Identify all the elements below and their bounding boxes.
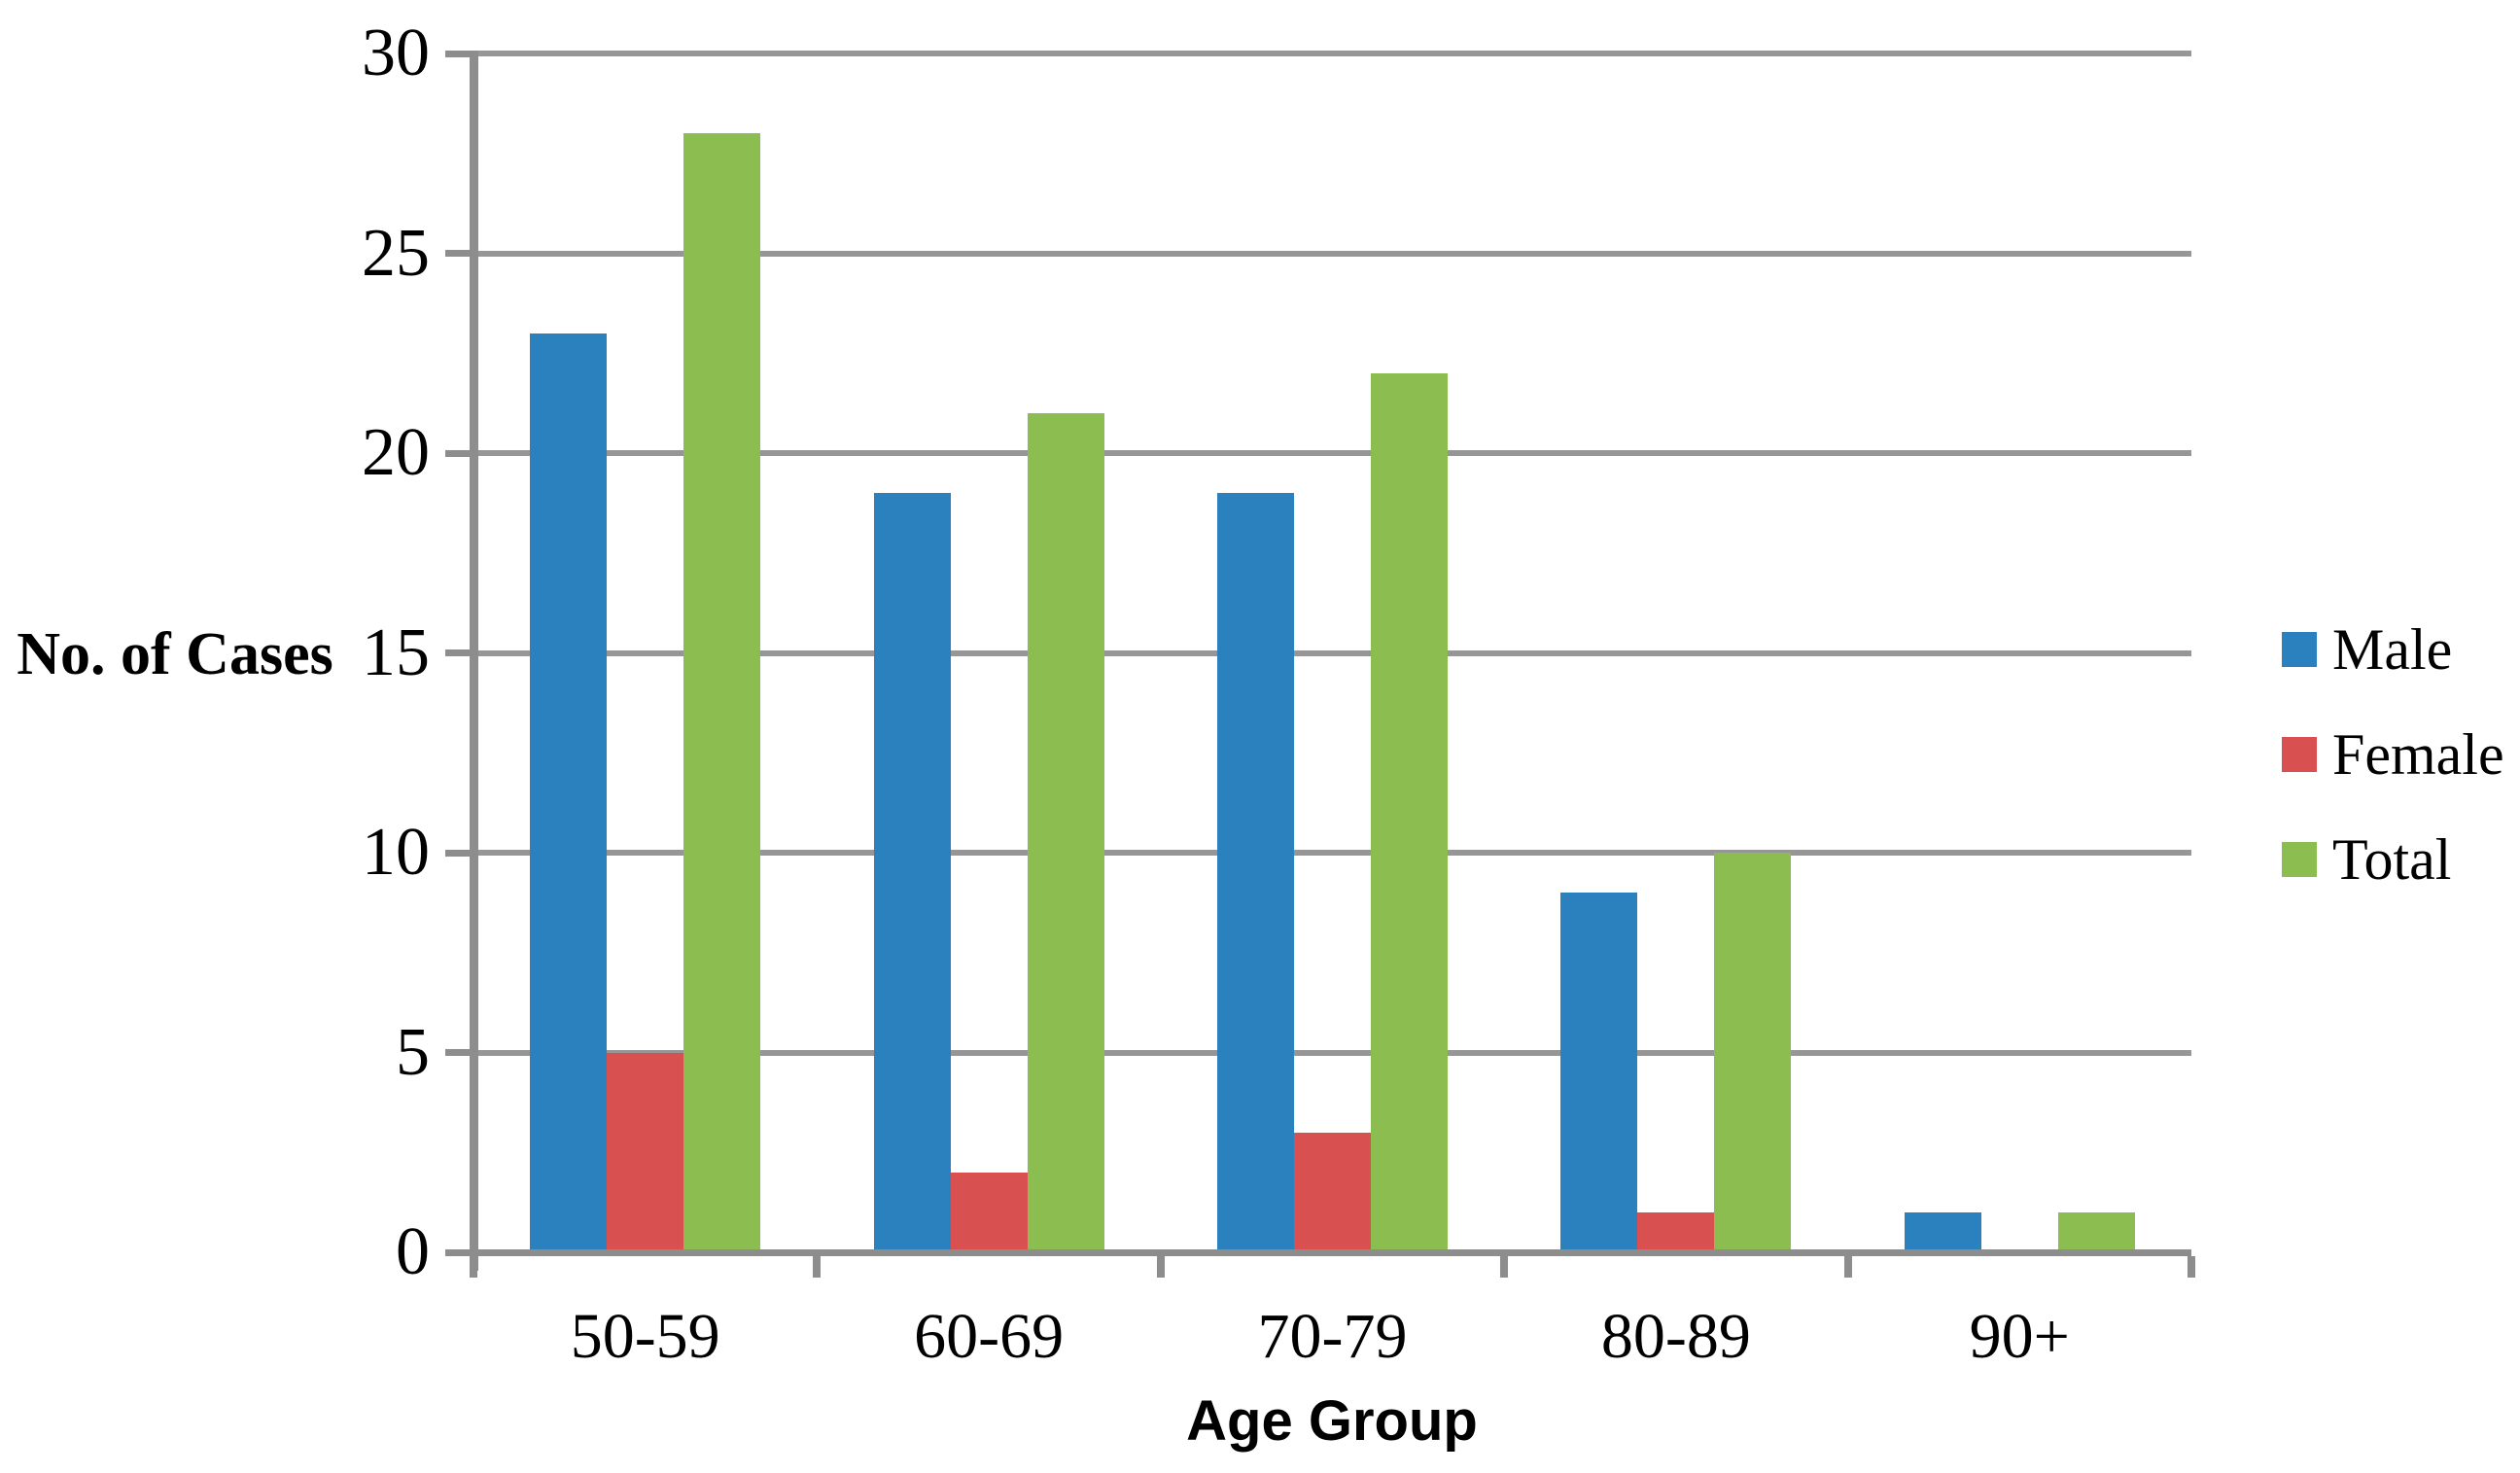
x-tick-1 [813,1255,822,1278]
legend-item-male: Male [2265,618,2520,681]
y-tick-label-25: 25 [362,215,430,291]
bar-female-60-69 [950,1172,1028,1252]
bar-male-50-59 [530,333,608,1252]
y-axis-title: No. of Cases [17,621,333,687]
x-axis-line [470,1248,2191,1256]
bar-female-70-79 [1294,1132,1371,1252]
y-tick-label-10: 10 [362,815,430,890]
y-tick-label-15: 15 [362,614,430,690]
legend-label-total: Total [2332,827,2452,892]
gridline-15 [473,649,2191,656]
bar-male-80-89 [1560,893,1638,1252]
y-tick-0 [445,1248,473,1256]
x-tick-3 [1500,1255,1509,1278]
y-tick-30 [445,50,473,57]
legend-label-female: Female [2332,722,2504,787]
y-axis-line [470,51,478,1271]
y-tick-label-30: 30 [362,16,430,90]
x-tick-label-90+: 90+ [1969,1301,2070,1372]
bar-total-70-79 [1371,372,1448,1252]
bar-female-80-89 [1637,1211,1715,1252]
x-tick-2 [1156,1255,1165,1278]
gridline-5 [473,1049,2191,1056]
legend-swatch-total [2282,842,2317,877]
bar-female-50-59 [607,1052,684,1252]
gridline-30 [473,51,2191,56]
x-tick-5 [2188,1255,2195,1278]
x-tick-0 [470,1255,477,1278]
gridline-20 [473,450,2191,456]
legend-label-male: Male [2332,617,2453,682]
bar-male-90+ [1904,1211,1981,1252]
bar-total-80-89 [1714,853,1792,1252]
legend: Male Female Total [2265,0,2520,1473]
x-tick-label-60-69: 60-69 [914,1301,1065,1372]
x-axis-title: Age Group [1186,1389,1478,1453]
x-tick-label-70-79: 70-79 [1257,1301,1408,1372]
x-tick-4 [1843,1255,1852,1278]
y-tick-20 [445,449,473,457]
y-tick-label-20: 20 [362,415,430,490]
legend-swatch-female [2282,737,2317,772]
legend-swatch-male [2282,632,2317,667]
y-tick-10 [445,849,473,857]
bar-male-60-69 [873,493,951,1252]
y-tick-25 [445,250,473,257]
y-tick-15 [445,649,473,656]
gridline-10 [473,850,2191,856]
bar-total-90+ [2057,1211,2135,1252]
x-tick-label-80-89: 80-89 [1600,1301,1751,1372]
legend-item-female: Female [2265,723,2520,786]
x-tick-label-50-59: 50-59 [570,1301,720,1372]
gridline-25 [473,250,2191,257]
bar-total-50-59 [683,133,761,1252]
y-tick-label-0: 0 [396,1214,430,1289]
y-tick-label-5: 5 [396,1014,430,1090]
legend-item-total: Total [2265,828,2520,891]
bar-total-60-69 [1027,412,1104,1252]
bar-male-70-79 [1217,493,1294,1252]
y-tick-5 [445,1049,473,1056]
